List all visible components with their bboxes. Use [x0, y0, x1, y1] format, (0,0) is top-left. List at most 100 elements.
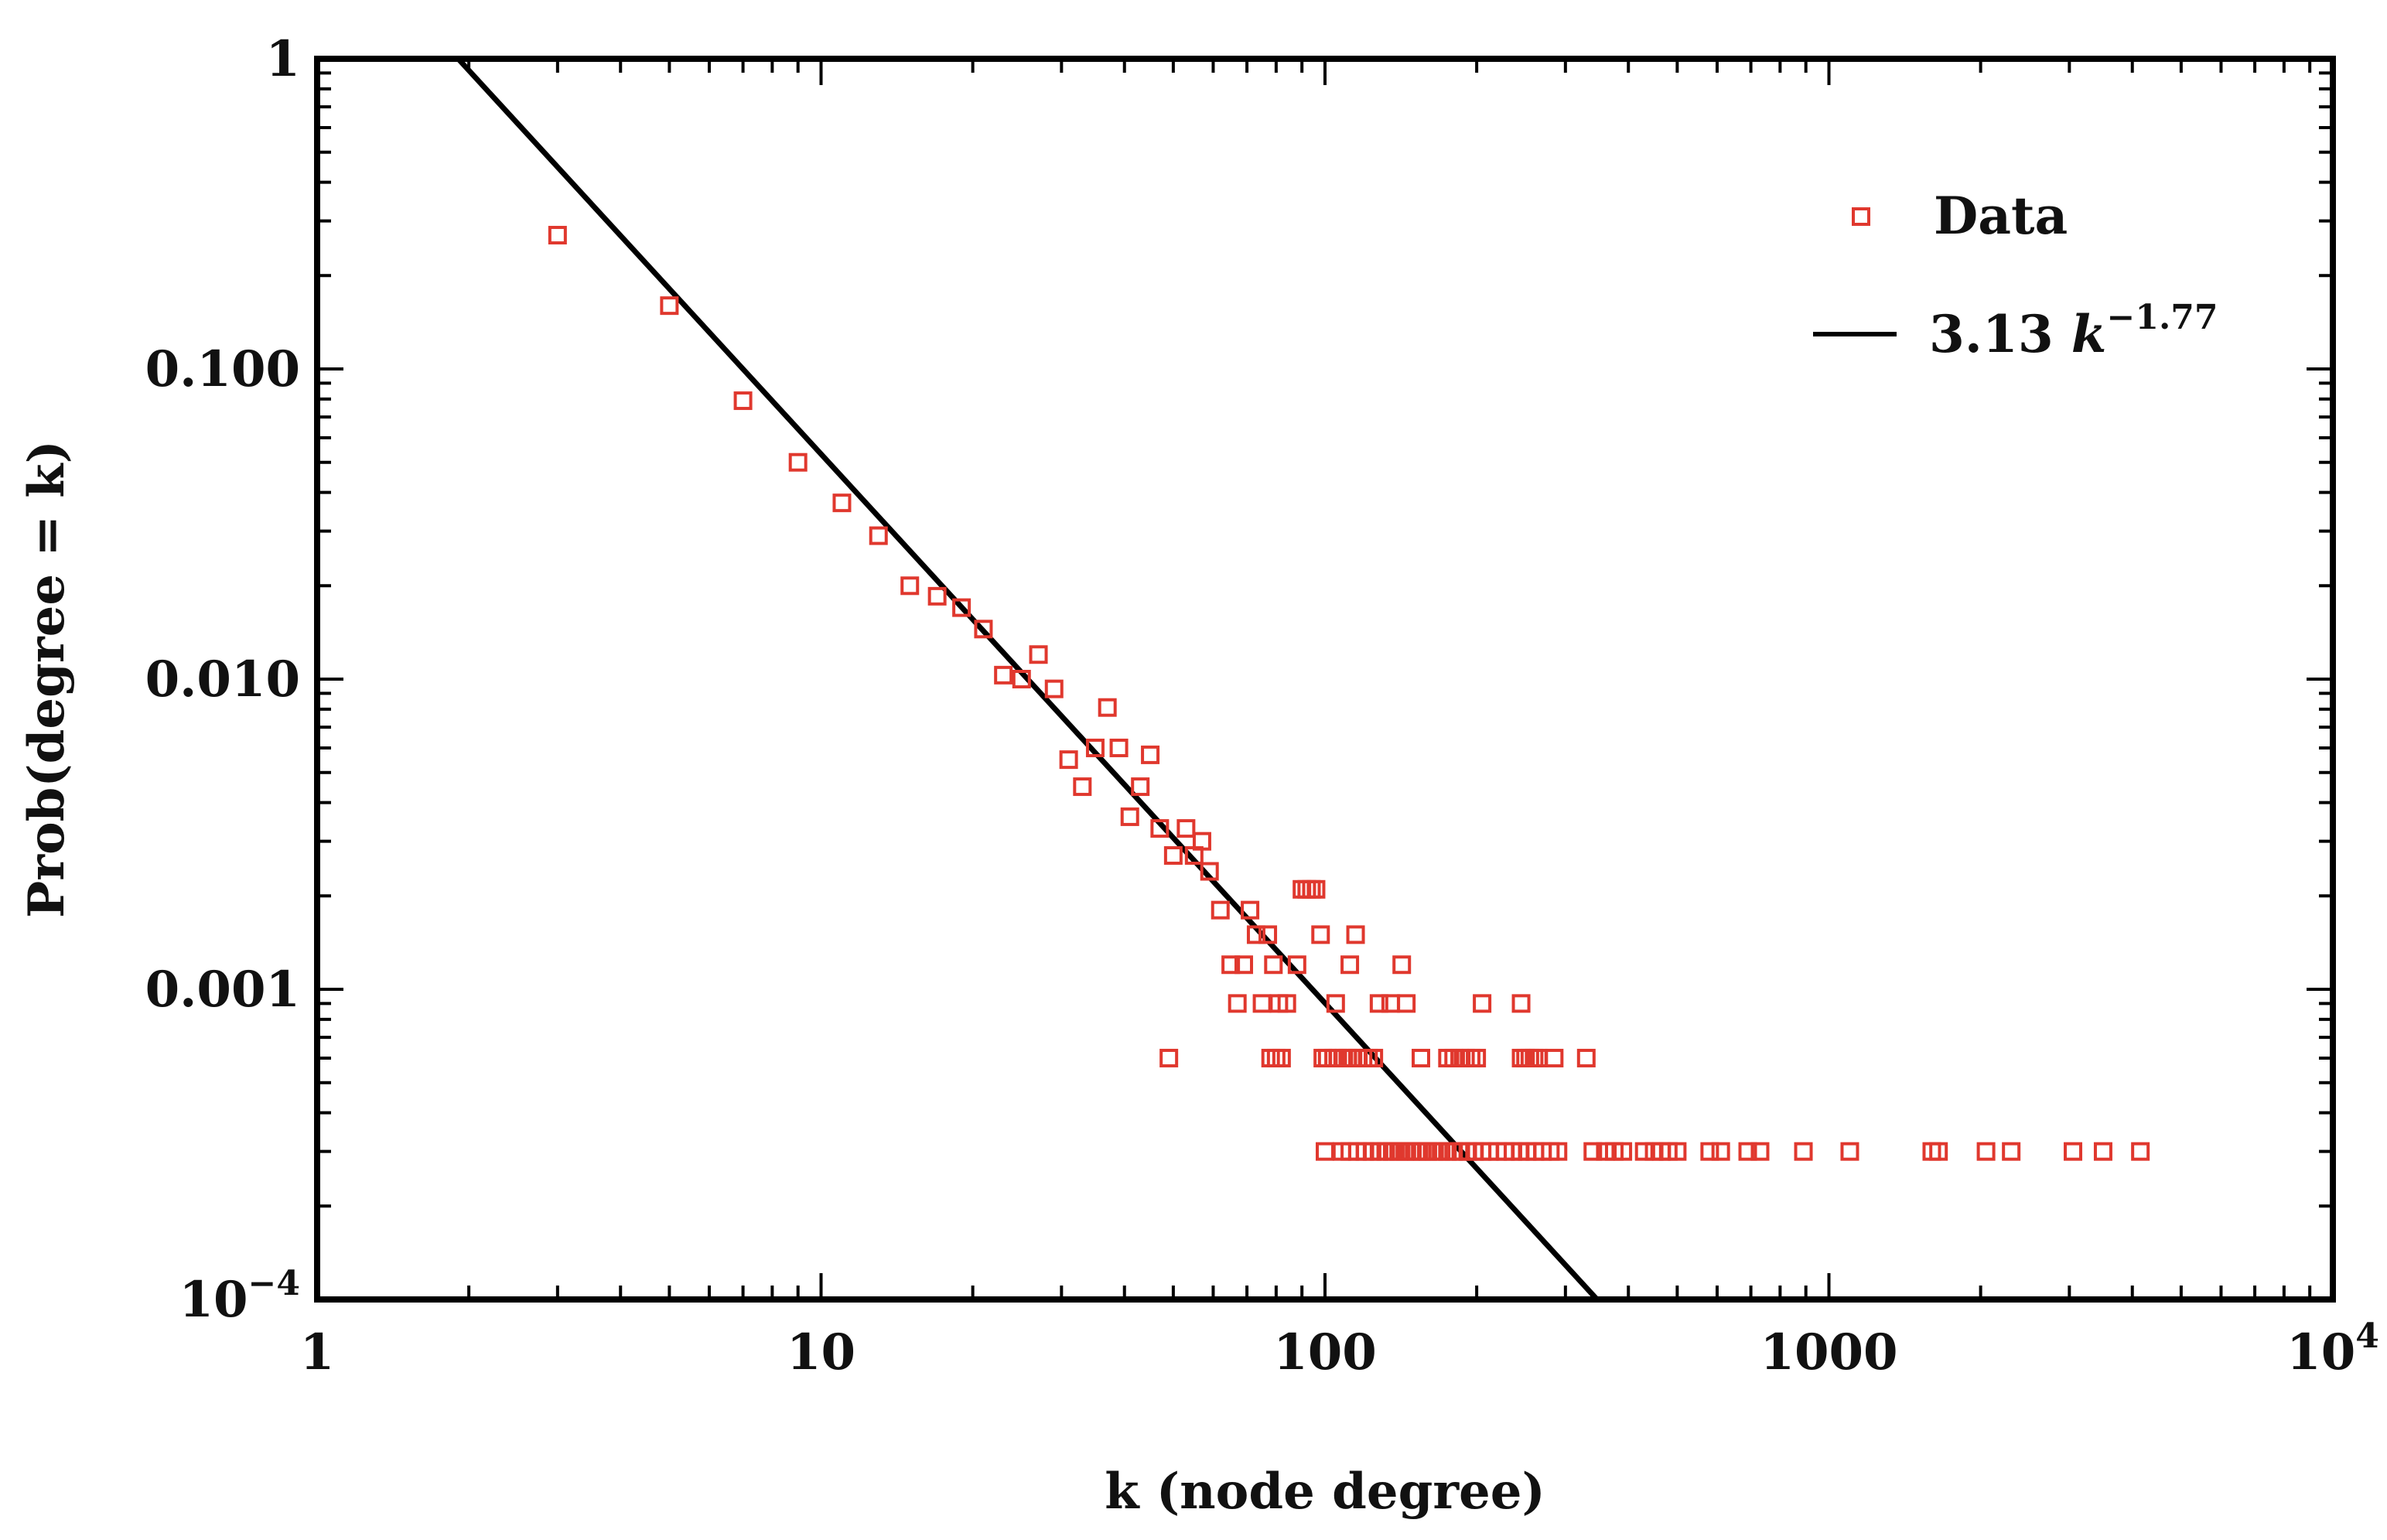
plot-frame [314, 56, 2336, 1303]
data-point [1306, 879, 1326, 899]
data-point [1302, 879, 1321, 899]
data-point [1340, 955, 1360, 975]
data-point [1668, 1142, 1687, 1161]
data-point [1012, 670, 1031, 688]
data-point [2131, 1142, 2150, 1161]
y-tick-label: 0.001 [145, 961, 300, 1019]
data-point [1711, 1142, 1730, 1161]
data-point [1150, 819, 1170, 838]
data-point [1634, 1142, 1654, 1161]
y-tick-label: 10−4 [179, 1264, 300, 1329]
legend-fit-variable: k [2071, 304, 2107, 364]
data-point [1258, 925, 1278, 944]
data-point [1264, 955, 1283, 975]
data-point [1738, 1142, 1757, 1161]
data-point [1287, 955, 1306, 975]
data-point [1252, 994, 1272, 1013]
data-point [1176, 819, 1196, 838]
data-point [1976, 1142, 1996, 1161]
data-point [1109, 738, 1129, 757]
legend-fit-coefficient: 3.13 [1929, 304, 2054, 364]
data-point [1467, 1048, 1487, 1067]
data-point [1241, 900, 1260, 920]
y-tick-label: 0.100 [145, 340, 300, 398]
legend-fit-exponent: −1.77 [2106, 298, 2218, 337]
x-axis-label: k (node degree) [1105, 1463, 1545, 1521]
x-tick-label: 1000 [1760, 1323, 1897, 1381]
x-tick-label: 100 [1273, 1323, 1377, 1381]
data-point [1369, 994, 1388, 1013]
data-point [1073, 777, 1092, 797]
tick-labels: 1 10 100 1000 104 1 0.100 0.010 0.001 10−4 [145, 30, 2379, 1381]
data-point [1700, 1142, 1719, 1161]
data-point [1511, 994, 1531, 1013]
data-point [1163, 846, 1183, 866]
data-point [1750, 1142, 1770, 1161]
data-point [832, 493, 852, 513]
data-point [1266, 1048, 1286, 1067]
x-tick-label: 1 [300, 1323, 335, 1381]
data-point [1272, 1048, 1291, 1067]
y-tick-label: 1 [265, 30, 300, 88]
data-point [1120, 807, 1139, 826]
data-point [1316, 1142, 1334, 1161]
data-point [1397, 994, 1416, 1013]
data-point [2093, 1142, 2112, 1161]
legend-data-label: Data [1934, 186, 2068, 246]
x-tick-label: 10 [787, 1323, 855, 1381]
data-point [1583, 1142, 1603, 1161]
data-point [994, 665, 1013, 685]
data-point [1234, 955, 1254, 975]
legend-fit-label: 3.13 k−1.77 [1929, 298, 2218, 364]
data-point [869, 526, 888, 545]
data-point [1200, 862, 1219, 881]
data-point [1085, 738, 1105, 757]
data-point [1261, 1048, 1280, 1067]
data-point [952, 598, 972, 617]
data-point [1840, 1142, 1859, 1161]
data-point [1313, 1048, 1333, 1067]
fit-line [454, 59, 1601, 1299]
legend-data-marker [1852, 207, 1870, 226]
data-point [733, 391, 753, 411]
data-point [660, 296, 679, 316]
data-point [1326, 994, 1345, 1013]
legend: Data 3.13 k−1.77 [1813, 186, 2218, 364]
y-tick-label: 0.010 [145, 650, 300, 709]
data-point [1392, 955, 1412, 975]
data-point [1246, 925, 1265, 944]
data-point [1141, 745, 1160, 764]
data-point [1576, 1048, 1596, 1067]
data-point [1346, 925, 1365, 944]
fit-line-layer [454, 59, 1601, 1299]
data-point [1044, 679, 1064, 698]
data-point [548, 226, 567, 245]
data-points [548, 226, 2150, 1161]
data-point [1929, 1142, 1948, 1161]
data-point [2064, 1142, 2083, 1161]
data-point [1549, 1142, 1568, 1161]
data-point [927, 586, 947, 606]
data-point [1545, 1048, 1564, 1067]
data-point [1364, 1048, 1384, 1067]
data-point [1473, 994, 1492, 1013]
data-point [1297, 879, 1316, 899]
data-point [900, 576, 920, 596]
data-point [1098, 698, 1117, 717]
data-point [974, 620, 993, 639]
data-point [1412, 1048, 1431, 1067]
data-point [1131, 777, 1150, 797]
data-point [1159, 1048, 1179, 1067]
data-point [1311, 925, 1330, 944]
data-point [788, 452, 808, 472]
data-point [1221, 955, 1241, 975]
data-point [1277, 994, 1296, 1013]
data-point [1614, 1142, 1633, 1161]
data-point [1211, 900, 1230, 920]
data-point [1059, 750, 1078, 770]
y-axis-label: Prob(degree = k) [18, 440, 76, 918]
data-point [1192, 831, 1211, 851]
x-tick-label: 104 [2286, 1316, 2379, 1381]
data-point [1794, 1142, 1813, 1161]
